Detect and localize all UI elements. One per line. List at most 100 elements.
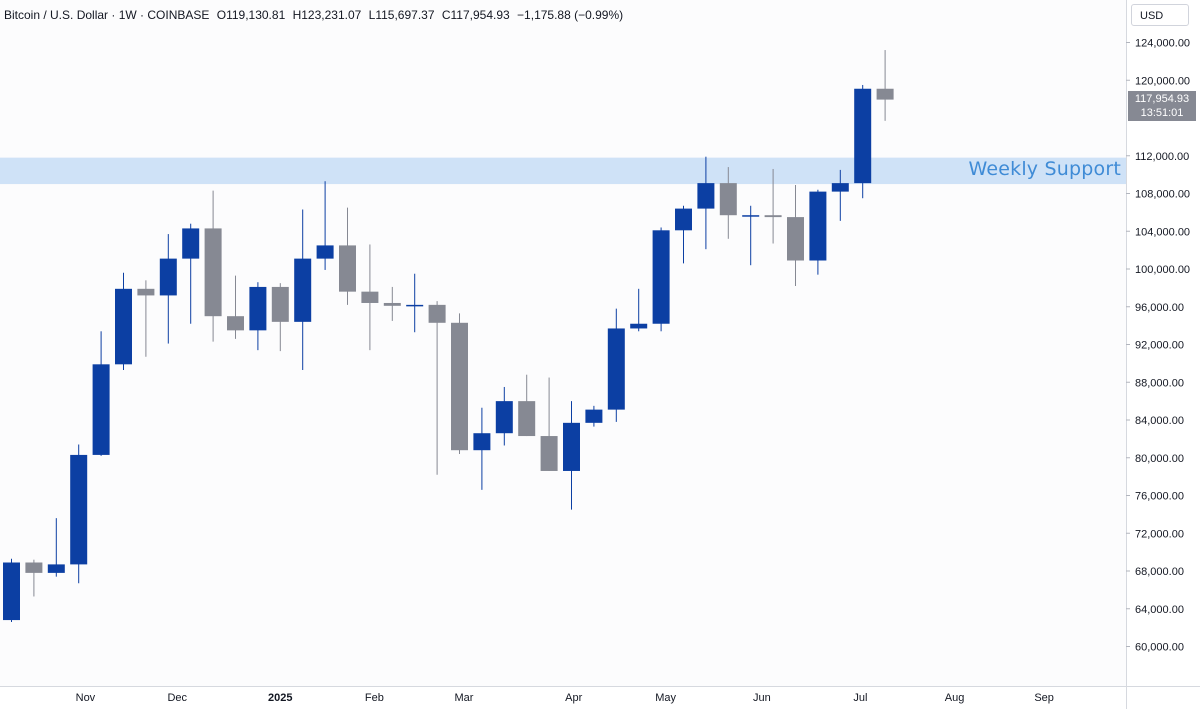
candle-body <box>249 286 267 331</box>
ohlc-high: H123,231.07 <box>292 8 362 22</box>
candle-body <box>809 191 827 261</box>
candle[interactable] <box>383 286 401 321</box>
price-tick-label: 104,000.00 <box>1135 226 1190 238</box>
candle[interactable] <box>652 227 670 332</box>
candle-body <box>540 436 558 471</box>
price-tick-label: 84,000.00 <box>1135 415 1184 427</box>
candle[interactable] <box>697 156 715 250</box>
price-tick-label: 80,000.00 <box>1135 453 1184 465</box>
candle-body <box>204 228 222 317</box>
candle[interactable] <box>831 169 849 221</box>
time-tick-label: Sep <box>1034 692 1054 704</box>
price-tick-label: 64,000.00 <box>1135 604 1184 616</box>
candle[interactable] <box>585 405 603 427</box>
candle[interactable] <box>876 50 894 121</box>
time-tick-label: Dec <box>167 692 187 704</box>
candle[interactable] <box>809 189 827 275</box>
candle[interactable] <box>70 444 88 584</box>
candle-body <box>227 316 244 331</box>
bar-countdown: 13:51:01 <box>1140 107 1184 119</box>
ohlc-close: C117,954.93 <box>441 8 510 22</box>
candle-body <box>607 328 625 410</box>
candle[interactable] <box>47 518 65 577</box>
candle[interactable] <box>764 168 782 244</box>
candle[interactable] <box>316 181 334 270</box>
currency-button[interactable]: USD <box>1131 4 1189 26</box>
candle-body <box>339 245 356 292</box>
time-tick-label: May <box>655 692 676 704</box>
candle-body <box>271 286 289 322</box>
candle[interactable] <box>787 185 804 286</box>
candle[interactable] <box>428 301 446 475</box>
candle-body <box>495 401 513 434</box>
candle[interactable] <box>563 401 580 510</box>
candle[interactable] <box>339 207 356 305</box>
candle-body <box>383 302 401 306</box>
candle[interactable] <box>854 84 872 199</box>
candle-body <box>652 230 670 324</box>
time-tick-label: Jul <box>853 692 867 704</box>
candle-body <box>876 88 894 100</box>
time-tick-label: 2025 <box>268 692 292 704</box>
candle[interactable] <box>540 377 558 471</box>
ohlc-open: O119,130.81 <box>216 8 286 22</box>
last-price-label: 117,954.93 13:51:01 <box>1128 91 1196 121</box>
candle-body <box>518 401 536 437</box>
candle[interactable] <box>294 209 312 370</box>
candle-body <box>563 422 580 471</box>
time-tick-label: Aug <box>945 692 965 704</box>
time-tick-label: Feb <box>365 692 384 704</box>
candle[interactable] <box>742 205 760 266</box>
candle[interactable] <box>249 282 267 351</box>
candle-body <box>115 288 132 365</box>
price-tick-label: 120,000.00 <box>1135 75 1190 87</box>
candle-body <box>719 183 737 216</box>
symbol-title: Bitcoin / U.S. Dollar · 1W · COINBASE <box>4 8 210 22</box>
candle[interactable] <box>630 288 648 332</box>
candle-body <box>406 304 424 307</box>
candle[interactable] <box>137 280 155 357</box>
price-tick-label: 88,000.00 <box>1135 377 1184 389</box>
candle-body <box>451 322 468 451</box>
candle-body <box>3 562 20 621</box>
candle-body <box>675 208 692 231</box>
candle[interactable] <box>518 374 536 437</box>
candle[interactable] <box>204 190 222 342</box>
candle-body <box>697 183 715 209</box>
candle[interactable] <box>719 167 737 239</box>
time-tick-label: Mar <box>455 692 474 704</box>
candle[interactable] <box>406 273 424 333</box>
candle[interactable] <box>92 331 110 456</box>
candle[interactable] <box>607 308 625 422</box>
price-tick-label: 108,000.00 <box>1135 189 1190 201</box>
candle[interactable] <box>3 558 20 622</box>
candle-body <box>70 454 88 565</box>
candle[interactable] <box>675 205 692 264</box>
candle-body <box>182 228 200 259</box>
candle[interactable] <box>451 313 468 454</box>
candle[interactable] <box>159 234 177 344</box>
time-tick-label: Apr <box>565 692 582 704</box>
candle-body <box>585 409 603 423</box>
price-tick-label: 96,000.00 <box>1135 302 1184 314</box>
candle-body <box>764 215 782 218</box>
candle[interactable] <box>473 407 491 490</box>
candle[interactable] <box>361 244 379 351</box>
candle[interactable] <box>182 223 200 324</box>
price-tick-label: 72,000.00 <box>1135 528 1184 540</box>
candle-body <box>854 88 872 184</box>
plot-area[interactable] <box>0 0 1126 686</box>
candle[interactable] <box>227 275 244 339</box>
candle-body <box>159 258 177 296</box>
candle[interactable] <box>271 283 289 352</box>
candle-body <box>137 288 155 296</box>
candle-body <box>316 245 334 259</box>
symbol-header: Bitcoin / U.S. Dollar · 1W · COINBASE O1… <box>4 8 627 22</box>
candle[interactable] <box>25 559 43 597</box>
candle[interactable] <box>495 386 513 446</box>
weekly-support-zone <box>0 157 1126 185</box>
candle[interactable] <box>115 272 132 370</box>
ohlc-change: −1,175.88 (−0.99%) <box>517 8 624 22</box>
last-price-value: 117,954.93 <box>1134 93 1190 105</box>
